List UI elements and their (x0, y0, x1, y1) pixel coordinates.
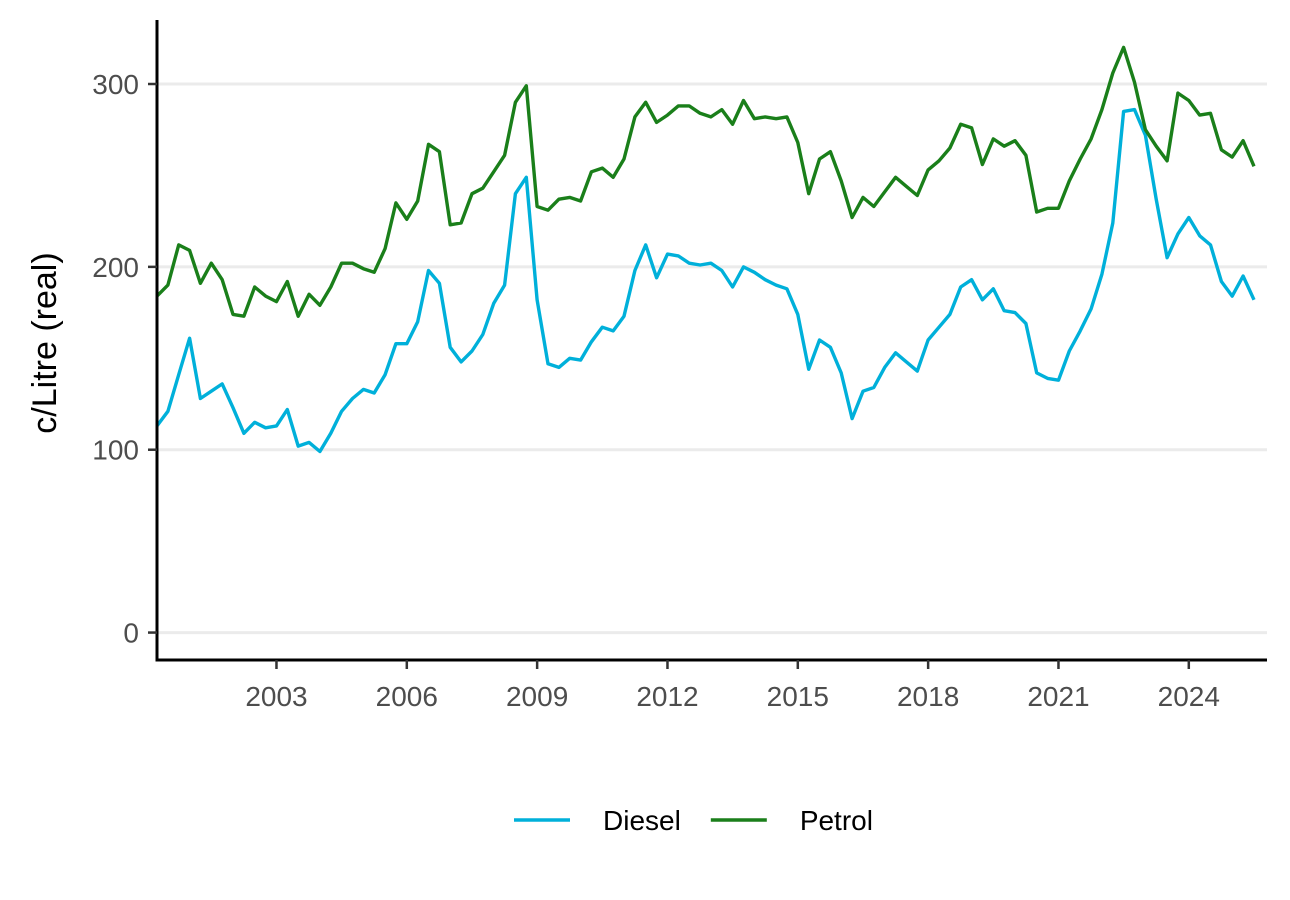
axes (155, 20, 1267, 662)
y-axis-title: c/Litre (real) (26, 252, 64, 433)
legend-label-diesel: Diesel (603, 805, 681, 836)
x-tick-label: 2012 (636, 681, 698, 712)
x-axis-ticks: 2003 2006 2009 2012 2015 2018 2021 2024 (245, 660, 1220, 712)
x-tick-label: 2009 (506, 681, 568, 712)
y-tick-label: 200 (92, 252, 139, 283)
series-line-diesel (155, 107, 1256, 454)
y-tick-label: 100 (92, 435, 139, 466)
y-gridlines (157, 82, 1267, 635)
y-axis-ticks: 0 100 200 300 (92, 69, 157, 649)
x-tick-label: 2021 (1027, 681, 1089, 712)
series-line-petrol (155, 45, 1256, 318)
legend-label-petrol: Petrol (800, 805, 873, 836)
x-tick-label: 2003 (245, 681, 307, 712)
x-tick-label: 2006 (376, 681, 438, 712)
legend: Diesel Petrol (514, 805, 873, 836)
series-lines (155, 45, 1256, 454)
y-tick-label: 0 (123, 618, 139, 649)
x-tick-label: 2024 (1158, 681, 1220, 712)
y-tick-label: 300 (92, 69, 139, 100)
x-tick-label: 2015 (767, 681, 829, 712)
x-tick-label: 2018 (897, 681, 959, 712)
